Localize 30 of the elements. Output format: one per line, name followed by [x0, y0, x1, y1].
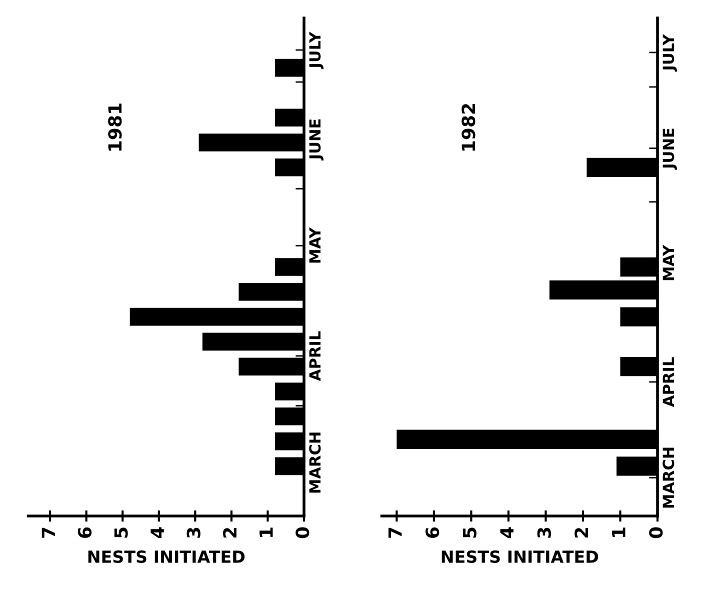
x-axis-title: NESTS INITIATED: [88, 550, 245, 563]
x-axis-title: NESTS INITIATED: [442, 550, 598, 563]
x-tick-label: 4: [500, 527, 514, 538]
y-tick-label: MARCH: [309, 432, 321, 493]
x-tick-label: 0: [649, 527, 663, 538]
x-tick-label: 7: [388, 528, 402, 538]
y-tick-label: APRIL: [662, 357, 674, 407]
x-tick-label: 3: [537, 528, 551, 538]
y-tick-label: JULY: [309, 32, 324, 70]
x-tick-label: 7: [42, 528, 56, 538]
y-tick-label: MARCH: [662, 448, 674, 508]
y-tick-label: JULY: [662, 34, 678, 72]
text: 1981: [108, 104, 122, 151]
x-tick-label: 6: [78, 527, 92, 538]
x-tick-label: 2: [574, 528, 588, 538]
x-tick-label: 4: [150, 527, 164, 538]
x-tick-label: 1: [612, 528, 626, 537]
x-tick-label: 5: [114, 528, 128, 538]
y-tick-label: APRIL: [309, 331, 320, 381]
y-tick-label: MAY: [662, 244, 674, 280]
x-tick-label: 1: [260, 528, 273, 537]
x-tick-label: 2: [223, 528, 236, 538]
x-tick-label: 6: [426, 527, 440, 538]
y-tick-label: JUNE: [662, 128, 678, 170]
text: 1982: [462, 104, 476, 151]
x-tick-label: 0: [296, 527, 310, 538]
y-tick-label: MAY: [309, 227, 320, 263]
x-tick-label: 5: [463, 528, 476, 538]
y-tick-label: JUNE: [309, 119, 324, 160]
x-tick-label: 3: [186, 528, 200, 538]
